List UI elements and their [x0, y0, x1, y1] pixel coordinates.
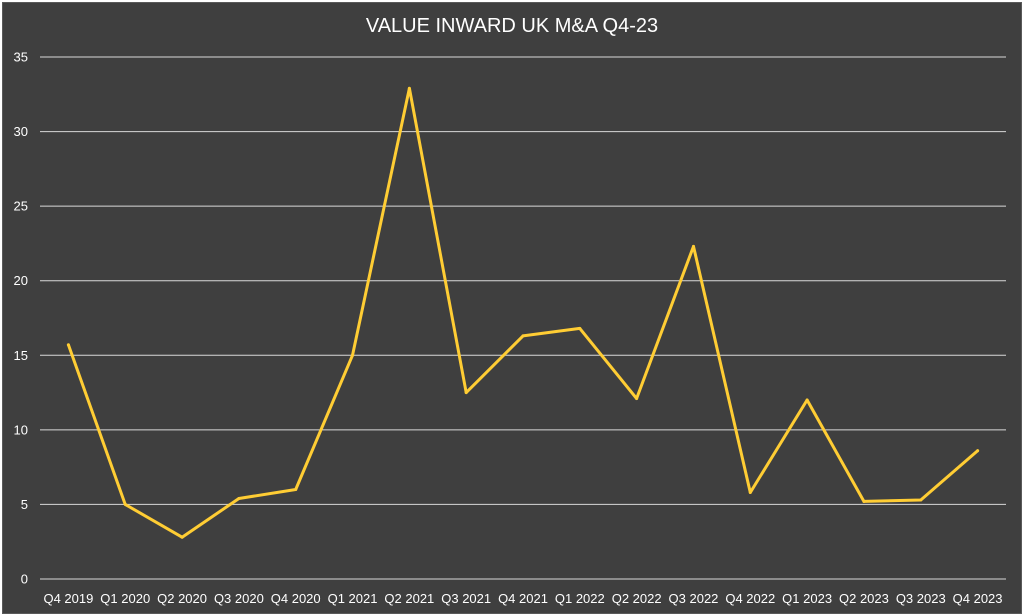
data-point [805, 398, 809, 402]
chart-title: VALUE INWARD UK M&A Q4-23 [366, 15, 658, 37]
x-tick-label: Q2 2022 [612, 591, 662, 606]
data-point [66, 343, 70, 347]
x-tick-label: Q4 2022 [725, 591, 775, 606]
data-point [976, 449, 980, 453]
data-point [237, 496, 241, 500]
data-point [635, 397, 639, 401]
y-tick-label: 35 [14, 50, 28, 65]
data-point [691, 244, 695, 248]
y-axis-tick-labels: 0 5 10 15 20 25 30 35 [14, 50, 28, 587]
x-tick-label: Q2 2020 [157, 591, 207, 606]
data-point [464, 391, 468, 395]
data-point [294, 488, 298, 492]
data-point [351, 353, 355, 357]
data-point [748, 490, 752, 494]
y-tick-label: 5 [21, 497, 28, 512]
y-tick-label: 15 [14, 348, 28, 363]
x-tick-label: Q1 2022 [555, 591, 605, 606]
series-layer [66, 86, 980, 539]
data-point [407, 86, 411, 90]
y-tick-label: 10 [14, 422, 28, 437]
data-point [862, 499, 866, 503]
x-tick-label: Q4 2021 [498, 591, 548, 606]
x-tick-label: Q1 2023 [782, 591, 832, 606]
x-tick-label: Q4 2019 [43, 591, 93, 606]
x-tick-label: Q3 2021 [441, 591, 491, 606]
x-tick-label: Q1 2020 [100, 591, 150, 606]
x-tick-label: Q2 2023 [839, 591, 889, 606]
x-tick-label: Q1 2021 [328, 591, 378, 606]
x-tick-label: Q3 2023 [896, 591, 946, 606]
data-point [123, 502, 127, 506]
x-tick-label: Q4 2023 [953, 591, 1003, 606]
data-point [578, 326, 582, 330]
y-tick-label: 0 [21, 572, 28, 587]
series-line-0 [66, 86, 980, 539]
gridlines [40, 56, 1006, 580]
x-tick-label: Q2 2021 [384, 591, 434, 606]
data-point [521, 334, 525, 338]
y-tick-label: 25 [14, 199, 28, 214]
y-tick-label: 20 [14, 273, 28, 288]
x-tick-label: Q3 2022 [669, 591, 719, 606]
x-tick-label: Q4 2020 [271, 591, 321, 606]
data-point [180, 535, 184, 539]
x-axis-tick-labels: Q4 2019 Q1 2020 Q2 2020 Q3 2020 Q4 2020 Q1 20… [43, 591, 1002, 606]
x-tick-label: Q3 2020 [214, 591, 264, 606]
y-tick-label: 30 [14, 124, 28, 139]
data-point [919, 498, 923, 502]
